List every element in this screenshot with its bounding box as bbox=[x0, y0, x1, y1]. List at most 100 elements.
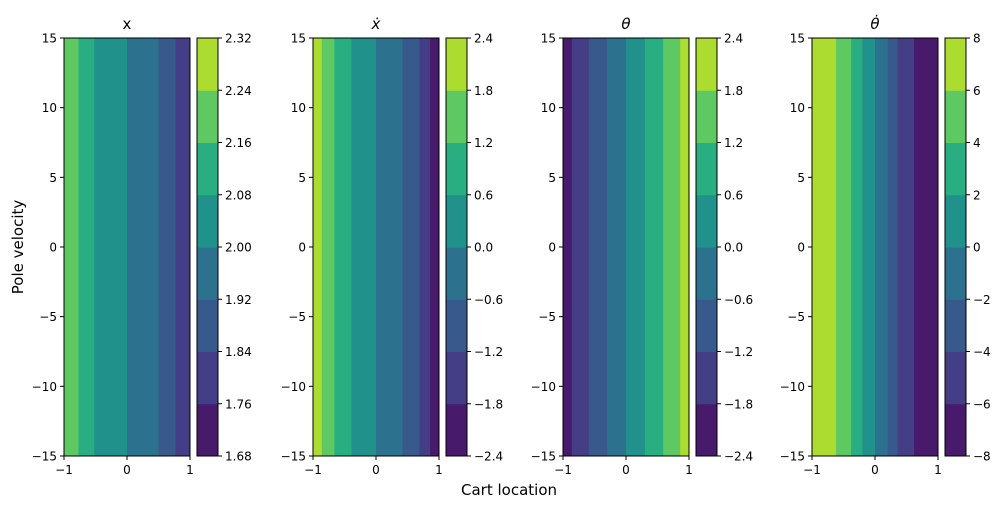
x-tick-label: 1 bbox=[934, 463, 942, 477]
heatmap-band bbox=[175, 38, 191, 456]
colorbar-tick-label: −4 bbox=[973, 345, 991, 359]
y-tick-label: −10 bbox=[531, 380, 556, 394]
y-tick-label: 5 bbox=[548, 171, 556, 185]
colorbar-tick-label: −6 bbox=[973, 397, 991, 411]
heatmap-band bbox=[812, 38, 837, 456]
heatmap-band bbox=[78, 38, 95, 456]
heatmap-band bbox=[607, 38, 627, 456]
figure-xlabel: Cart location bbox=[461, 481, 557, 499]
y-tick-label: 0 bbox=[298, 241, 306, 255]
y-tick-label: −15 bbox=[780, 450, 805, 464]
colorbar-tick-label: −2.4 bbox=[724, 450, 753, 464]
colorbar-segment bbox=[446, 142, 467, 196]
x-tick-label: 1 bbox=[186, 463, 194, 477]
heatmap-band bbox=[862, 38, 876, 456]
colorbar-segment bbox=[197, 90, 218, 143]
colorbar-segment bbox=[446, 194, 467, 248]
y-tick-label: −15 bbox=[281, 450, 306, 464]
y-tick-label: 15 bbox=[291, 32, 306, 46]
colorbar-segment bbox=[197, 194, 218, 248]
heatmap-band bbox=[419, 38, 431, 456]
colorbar-segment bbox=[945, 194, 966, 248]
colorbar-tick-label: 1.84 bbox=[225, 345, 252, 359]
colorbar-tick-label: −8 bbox=[973, 450, 991, 464]
y-tick-label: 15 bbox=[42, 32, 57, 46]
colorbar-tick-label: 1.68 bbox=[225, 450, 252, 464]
x-tick-label: 1 bbox=[685, 463, 693, 477]
heatmap-band bbox=[430, 38, 440, 456]
y-tick-label: 5 bbox=[298, 171, 306, 185]
colorbar-tick-label: 2.16 bbox=[225, 136, 252, 150]
colorbar-tick-label: 2.4 bbox=[724, 32, 743, 46]
colorbar-segment bbox=[696, 90, 717, 143]
colorbar-segment bbox=[446, 38, 467, 91]
colorbar-tick-label: 0 bbox=[973, 241, 981, 255]
colorbar-tick-label: −0.6 bbox=[724, 293, 753, 307]
heatmap-band bbox=[897, 38, 915, 456]
heatmap-band bbox=[835, 38, 852, 456]
y-tick-label: 10 bbox=[790, 101, 805, 115]
y-tick-label: 5 bbox=[49, 171, 57, 185]
colorbar-tick-label: 1.8 bbox=[474, 84, 493, 98]
heatmap-band bbox=[680, 38, 690, 456]
heatmap-band bbox=[127, 38, 159, 456]
colorbar-tick-label: 1.8 bbox=[724, 84, 743, 98]
colorbar-segment bbox=[945, 38, 966, 91]
colorbar-segment bbox=[945, 90, 966, 143]
x-tick-label: 1 bbox=[435, 463, 443, 477]
colorbar-segment bbox=[197, 299, 218, 352]
y-tick-label: −5 bbox=[288, 310, 306, 324]
y-tick-label: −10 bbox=[32, 380, 57, 394]
colorbar-segment bbox=[197, 247, 218, 300]
heatmap-band bbox=[914, 38, 939, 456]
colorbar-segment bbox=[197, 142, 218, 196]
colorbar-tick-label: 2.4 bbox=[474, 32, 493, 46]
x-tick-label: −1 bbox=[55, 463, 73, 477]
x-tick-label: −1 bbox=[803, 463, 821, 477]
heatmap-band bbox=[321, 38, 335, 456]
y-tick-label: 0 bbox=[49, 241, 57, 255]
colorbar-tick-label: 1.2 bbox=[474, 136, 493, 150]
y-tick-label: 0 bbox=[548, 241, 556, 255]
colorbar-segment bbox=[446, 90, 467, 143]
colorbar-tick-label: 0.6 bbox=[474, 188, 493, 202]
colorbar-segment bbox=[696, 142, 717, 196]
colorbar-segment bbox=[446, 403, 467, 457]
colorbar-tick-label: 0.0 bbox=[724, 241, 743, 255]
colorbar-segment bbox=[197, 403, 218, 457]
colorbar-tick-label: 1.92 bbox=[225, 293, 252, 307]
y-tick-label: −15 bbox=[531, 450, 556, 464]
heatmap-band bbox=[663, 38, 681, 456]
colorbar-segment bbox=[945, 403, 966, 457]
colorbar-tick-label: 8 bbox=[973, 32, 981, 46]
colorbar-segment bbox=[696, 403, 717, 457]
x-tick-label: −1 bbox=[304, 463, 322, 477]
colorbar-tick-label: 1.2 bbox=[724, 136, 743, 150]
y-tick-label: −5 bbox=[538, 310, 556, 324]
y-tick-label: 10 bbox=[541, 101, 556, 115]
colorbar-tick-label: 2.00 bbox=[225, 241, 252, 255]
colorbar-tick-label: 0.0 bbox=[474, 241, 493, 255]
y-tick-label: 10 bbox=[291, 101, 306, 115]
colorbar-tick-label: −0.6 bbox=[474, 293, 503, 307]
x-tick-label: −1 bbox=[554, 463, 572, 477]
x-tick-label: 0 bbox=[871, 463, 879, 477]
colorbar-tick-label: −1.8 bbox=[474, 397, 503, 411]
heatmap-band bbox=[64, 38, 79, 456]
heatmap-band bbox=[351, 38, 377, 456]
heatmap-band bbox=[94, 38, 128, 456]
y-tick-label: −10 bbox=[281, 380, 306, 394]
y-tick-label: 15 bbox=[541, 32, 556, 46]
heatmap-band bbox=[563, 38, 573, 456]
panel-title: ẋ bbox=[371, 15, 381, 33]
y-tick-label: 15 bbox=[790, 32, 805, 46]
heatmap-band bbox=[875, 38, 889, 456]
panel-title: x bbox=[123, 15, 132, 33]
panel-title: θ̇ bbox=[870, 14, 879, 33]
colorbar-segment bbox=[945, 142, 966, 196]
y-tick-label: −5 bbox=[39, 310, 57, 324]
colorbar-segment bbox=[446, 247, 467, 300]
